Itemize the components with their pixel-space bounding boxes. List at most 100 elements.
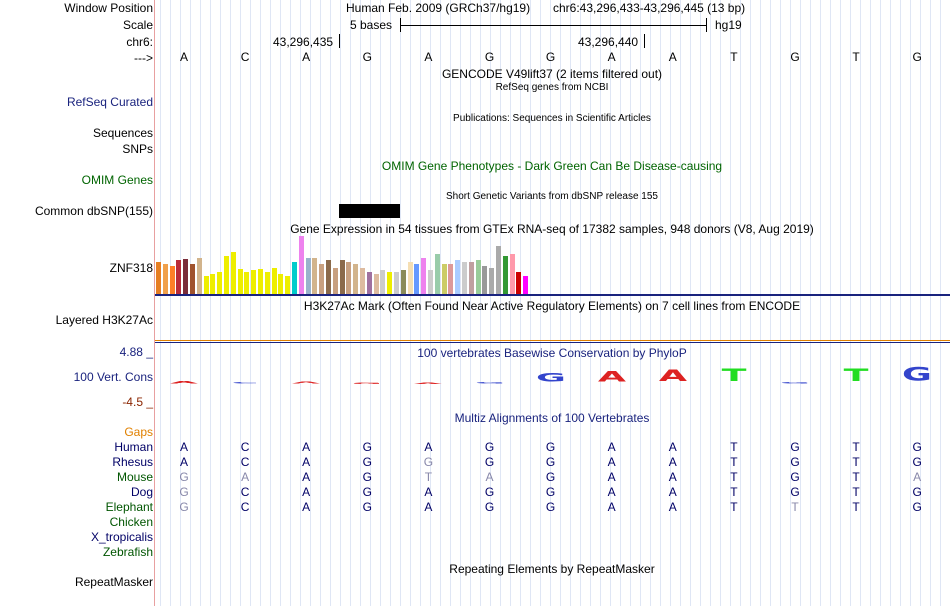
db-text: hg19 (715, 18, 742, 32)
species-label[interactable]: Dog (130, 485, 153, 499)
gtex-bar[interactable] (407, 262, 413, 294)
gtex-bar[interactable] (169, 266, 175, 294)
alignment-base: A (179, 440, 188, 454)
repeat-title[interactable]: Repeating Elements by RepeatMasker (449, 562, 655, 576)
gtex-bar[interactable] (434, 254, 440, 294)
gtex-bar[interactable] (441, 264, 447, 294)
pubs-subtitle: Publications: Sequences in Scientific Ar… (453, 113, 651, 124)
gtex-bar[interactable] (319, 264, 325, 294)
gtex-bar[interactable] (448, 264, 454, 294)
gtex-bar[interactable] (203, 276, 209, 294)
species-label[interactable]: Rhesus (112, 455, 153, 469)
gtex-bar[interactable] (312, 258, 318, 294)
gtex-bar[interactable] (489, 268, 495, 294)
conservation-logo-base: G (474, 381, 505, 385)
gtex-baseline (155, 294, 950, 296)
gtex-bar[interactable] (353, 264, 359, 294)
gtex-bar[interactable] (332, 268, 338, 294)
alignment-base: T (424, 470, 433, 484)
multiz-title[interactable]: Multiz Alignments of 100 Vertebrates (454, 411, 650, 425)
gtex-bar[interactable] (210, 274, 216, 294)
dbsnp-label[interactable]: Common dbSNP(155) (34, 204, 153, 218)
gtex-bar[interactable] (176, 260, 182, 294)
gtex-bar[interactable] (190, 264, 195, 294)
gtex-bar[interactable] (326, 260, 331, 294)
conservation-logo-base: A (414, 382, 443, 385)
gtex-bar[interactable] (224, 256, 229, 294)
gtex-bar[interactable] (373, 274, 379, 294)
gtex-bar[interactable] (251, 270, 257, 294)
coord-tick-1 (339, 34, 340, 48)
gtex-bar[interactable] (502, 256, 508, 294)
species-label[interactable]: Elephant (105, 500, 153, 514)
h3k27-title[interactable]: H3K27Ac Mark (Often Found Near Active Re… (303, 299, 801, 313)
gtex-bar[interactable] (421, 258, 427, 294)
gtex-bar[interactable] (285, 276, 291, 294)
gtex-bar[interactable] (278, 274, 284, 294)
gtex-bar[interactable] (509, 254, 515, 294)
refseq-label[interactable]: RefSeq Curated (66, 95, 153, 109)
gtex-bar[interactable] (468, 262, 474, 294)
gtex-bar[interactable] (400, 270, 406, 294)
label-divider (154, 0, 155, 606)
conservation-logo-base: T (721, 365, 747, 386)
gtex-bar[interactable] (230, 252, 236, 294)
omim-label[interactable]: OMIM Genes (81, 173, 153, 187)
gtex-bar[interactable] (360, 268, 365, 294)
gtex-bar[interactable] (523, 276, 529, 294)
gtex-bar[interactable] (366, 272, 372, 294)
alignment-base: T (852, 485, 860, 499)
gtex-bar[interactable] (455, 260, 461, 294)
repeatmasker-label[interactable]: RepeatMasker (74, 575, 153, 589)
alignment-base: A (913, 470, 922, 484)
alignment-base: G (790, 440, 800, 454)
strand-label[interactable]: ---> (134, 51, 153, 65)
snps-label[interactable]: SNPs (122, 142, 153, 156)
position-text[interactable]: chr6:43,296,433-43,296,445 (13 bp) (553, 1, 746, 15)
gtex-bar[interactable] (196, 258, 202, 294)
gtex-bar[interactable] (305, 258, 311, 294)
gtex-bar[interactable] (244, 272, 250, 294)
gtex-bar[interactable] (183, 259, 189, 294)
gtex-bar[interactable] (156, 262, 161, 294)
gtex-bar[interactable] (237, 269, 243, 294)
gtex-bar[interactable] (292, 262, 297, 294)
alignment-base: A (302, 455, 311, 469)
gtex-bar[interactable] (394, 272, 399, 294)
gtex-bar[interactable] (482, 266, 488, 294)
gtex-bar[interactable] (475, 260, 481, 294)
gtex-bar[interactable] (271, 268, 277, 294)
gtex-label[interactable]: ZNF318 (109, 261, 153, 275)
species-label[interactable]: Chicken (109, 515, 153, 529)
reference-base: C (240, 50, 250, 64)
gtex-bar[interactable] (496, 246, 501, 294)
omim-title[interactable]: OMIM Gene Phenotypes - Dark Green Can Be… (381, 159, 723, 173)
gtex-bar[interactable] (414, 264, 420, 294)
gtex-bar[interactable] (339, 260, 345, 294)
alignment-base: A (607, 500, 616, 514)
cons-title[interactable]: 100 vertebrates Basewise Conservation by… (417, 346, 687, 360)
species-label[interactable]: Human (114, 440, 153, 454)
gtex-bar[interactable] (516, 272, 522, 294)
gtex-title[interactable]: Gene Expression in 54 tissues from GTEx … (290, 222, 814, 236)
gtex-bar[interactable] (298, 236, 304, 294)
gtex-bar[interactable] (264, 272, 270, 294)
dbsnp-variant-block[interactable] (339, 204, 400, 218)
h3k27-label[interactable]: Layered H3K27Ac (55, 313, 153, 327)
species-label[interactable]: Mouse (116, 470, 153, 484)
gtex-bar[interactable] (380, 270, 386, 294)
gencode-title[interactable]: GENCODE V49lift37 (2 items filtered out) (441, 67, 663, 81)
sequences-label[interactable]: Sequences (92, 126, 153, 140)
alignment-base: G (484, 455, 495, 469)
species-label[interactable]: X_tropicalis (90, 530, 153, 544)
gtex-bar[interactable] (217, 272, 223, 294)
gtex-bar[interactable] (428, 270, 433, 294)
reference-base: T (852, 50, 860, 64)
species-label[interactable]: Zebrafish (102, 545, 153, 559)
gtex-bar[interactable] (462, 262, 467, 294)
gtex-bar[interactable] (346, 262, 352, 294)
cons-label[interactable]: 100 Vert. Cons (73, 370, 153, 384)
gtex-bar[interactable] (387, 272, 393, 294)
gtex-bar[interactable] (258, 269, 263, 294)
gtex-bar[interactable] (162, 264, 168, 294)
